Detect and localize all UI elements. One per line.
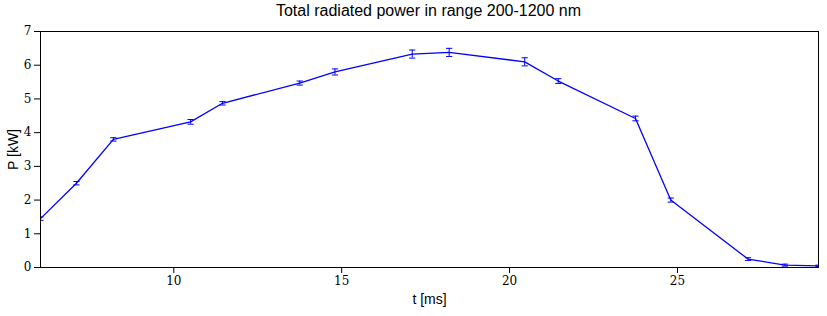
svg-text:t [ms]: t [ms] [412, 291, 446, 307]
svg-text:0: 0 [24, 260, 32, 274]
svg-text:2: 2 [24, 193, 32, 207]
svg-text:4: 4 [24, 125, 32, 139]
svg-text:10: 10 [166, 274, 181, 288]
svg-text:7: 7 [24, 24, 32, 38]
html-text:Total radiated power in range: Total radiated power in range 200-1200 n… [276, 2, 581, 19]
svg-text:20: 20 [502, 274, 517, 288]
svg-text:25: 25 [670, 274, 685, 288]
svg-text:15: 15 [334, 274, 349, 288]
svg-text:P [kW]: P [kW] [5, 129, 21, 170]
svg-text:5: 5 [24, 92, 32, 106]
svg-text:6: 6 [24, 58, 32, 72]
svg-text:1: 1 [24, 227, 32, 241]
svg-text:3: 3 [24, 159, 32, 173]
